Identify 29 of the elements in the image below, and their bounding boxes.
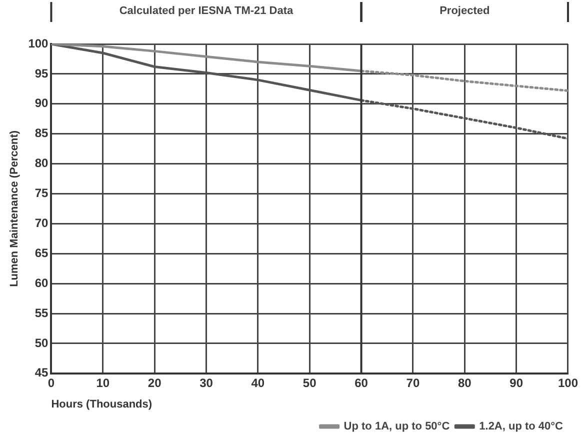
x-tick-label: 80: [458, 376, 472, 390]
x-tick-label: 70: [406, 376, 420, 390]
y-tick-label: 70: [34, 216, 49, 230]
x-tick-label: 90: [510, 376, 524, 390]
x-tick-label: 40: [251, 376, 265, 390]
y-tick-label: 85: [34, 126, 49, 140]
y-tick-label: 100: [28, 36, 49, 50]
x-tick-label: 100: [558, 376, 578, 390]
y-tick-label: 80: [34, 156, 49, 170]
y-tick-label: 45: [34, 366, 49, 380]
x-tick-label: 30: [200, 376, 214, 390]
x-axis-title: Hours (Thousands): [51, 398, 152, 410]
text: Calculated per IESNA TM-21 Data: [119, 5, 294, 18]
y-tick-label: 90: [34, 96, 49, 110]
x-tick-label: 10: [96, 376, 110, 390]
x-tick-label: 0: [48, 376, 55, 390]
y-tick-label: 60: [34, 276, 49, 290]
y-axis-title: Lumen Maintenance (Percent): [8, 130, 21, 287]
x-tick-label: 50: [302, 376, 317, 390]
x-tick-label: 60: [354, 376, 368, 390]
text: Projected: [440, 5, 490, 18]
y-tick-label: 75: [34, 186, 49, 200]
legend-label: Up to 1A, up to 50°C: [344, 420, 450, 433]
y-tick-label: 65: [34, 246, 49, 260]
y-tick-label: 55: [34, 306, 49, 320]
x-tick-label: 20: [148, 376, 162, 390]
legend-label: 1.2A, up to 40°C: [479, 420, 564, 433]
y-tick-label: 50: [34, 336, 49, 350]
y-tick-label: 95: [34, 66, 49, 80]
